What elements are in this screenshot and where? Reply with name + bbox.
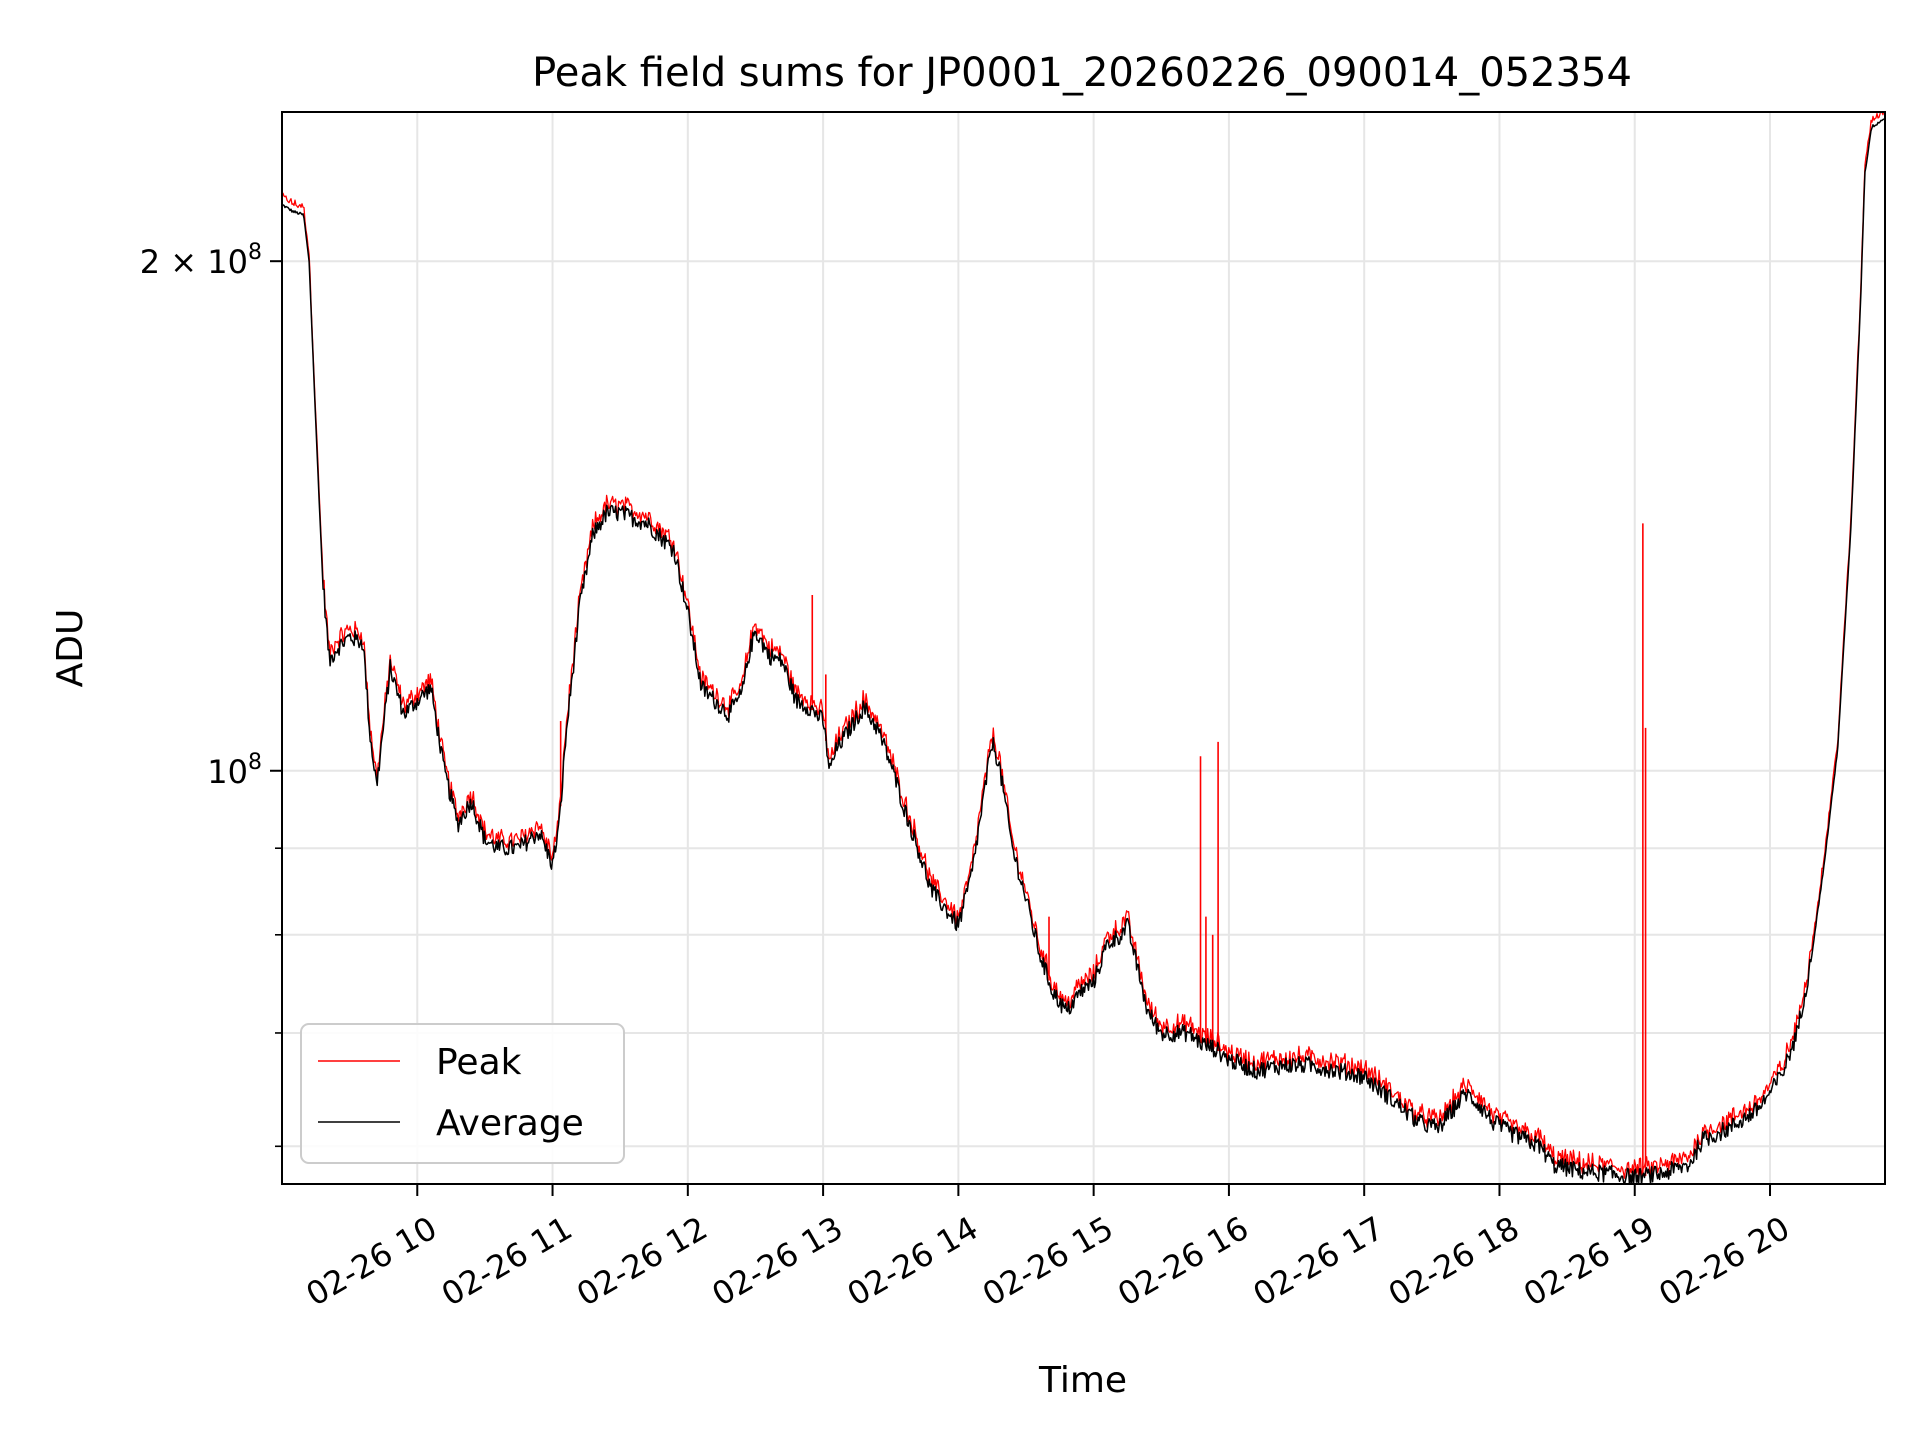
legend-label-peak: Peak: [436, 1042, 522, 1083]
legend-label-average: Average: [436, 1103, 584, 1144]
legend-box: [300, 1023, 625, 1164]
plot-frame: [281, 111, 1886, 1185]
y-tick-label: 2 × 108: [140, 240, 262, 281]
y-tick-label-base: 2 × 10: [140, 243, 248, 281]
x-axis-label: Time: [1038, 1360, 1127, 1401]
y-tick-label-base: 10: [207, 753, 248, 791]
y-axis-label: ADU: [50, 609, 91, 688]
peak-spikes: [559, 523, 1647, 1177]
x-gridlines: [416, 112, 1772, 1184]
y-tick-label-exponent: 8: [248, 750, 262, 775]
chart-title: Peak field sums for JP0001_20260226_0900…: [532, 50, 1632, 96]
series-line-peak: [282, 112, 1885, 1180]
legend: Peak Average: [300, 1023, 625, 1164]
y-tick-label-exponent: 8: [248, 240, 262, 265]
y-tick-label: 108: [207, 750, 262, 791]
series-line-average: [282, 117, 1885, 1184]
